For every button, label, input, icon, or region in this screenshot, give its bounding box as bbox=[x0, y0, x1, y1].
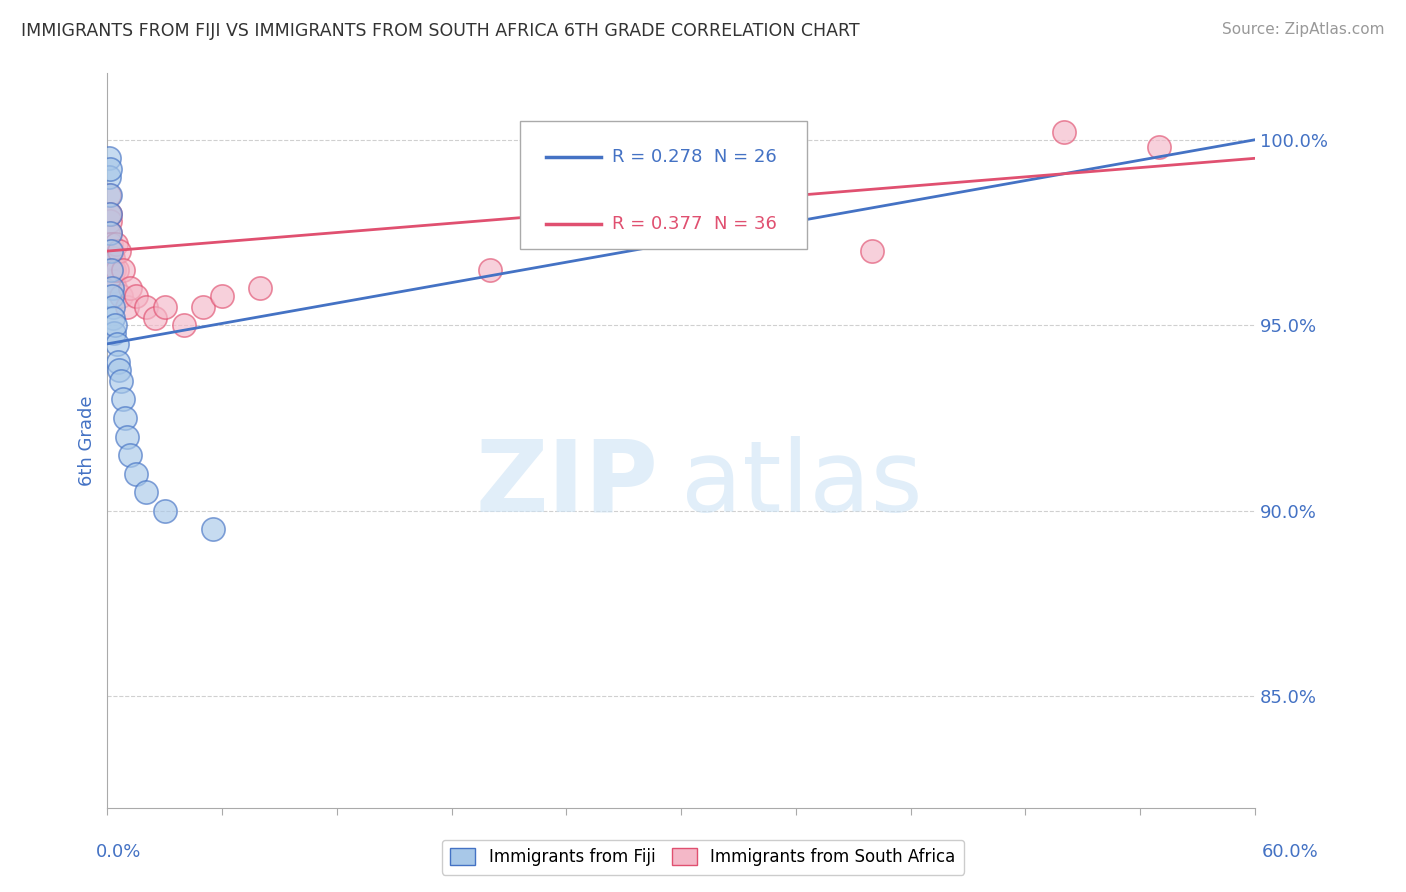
Point bbox=[97, 151, 120, 165]
Text: atlas: atlas bbox=[681, 436, 922, 533]
Point bbox=[101, 244, 124, 258]
Point bbox=[110, 288, 132, 302]
Point bbox=[125, 288, 148, 302]
Point bbox=[108, 363, 131, 377]
Point bbox=[97, 226, 120, 240]
Point bbox=[100, 207, 122, 221]
Point bbox=[135, 300, 157, 314]
Point bbox=[100, 226, 122, 240]
Point bbox=[100, 252, 122, 266]
Text: 60.0%: 60.0% bbox=[1263, 843, 1319, 861]
Point bbox=[201, 522, 224, 536]
Point bbox=[153, 504, 176, 518]
FancyBboxPatch shape bbox=[520, 120, 807, 249]
Point bbox=[104, 318, 127, 333]
Point bbox=[143, 310, 166, 325]
Point bbox=[120, 281, 142, 295]
Point bbox=[100, 262, 122, 277]
Point bbox=[100, 244, 122, 258]
Point bbox=[153, 300, 176, 314]
Text: ZIP: ZIP bbox=[475, 436, 658, 533]
Point bbox=[101, 310, 124, 325]
Point bbox=[101, 300, 124, 314]
Text: Source: ZipAtlas.com: Source: ZipAtlas.com bbox=[1222, 22, 1385, 37]
Point bbox=[115, 429, 138, 443]
Legend: Immigrants from Fiji, Immigrants from South Africa: Immigrants from Fiji, Immigrants from So… bbox=[441, 840, 965, 875]
Point bbox=[108, 244, 131, 258]
Point bbox=[104, 236, 127, 251]
Text: IMMIGRANTS FROM FIJI VS IMMIGRANTS FROM SOUTH AFRICA 6TH GRADE CORRELATION CHART: IMMIGRANTS FROM FIJI VS IMMIGRANTS FROM … bbox=[21, 22, 859, 40]
Point bbox=[101, 288, 124, 302]
Point bbox=[101, 274, 124, 288]
Point bbox=[114, 411, 136, 425]
Point bbox=[100, 281, 122, 295]
Point bbox=[97, 244, 120, 258]
Point bbox=[135, 485, 157, 500]
Text: R = 0.377  N = 36: R = 0.377 N = 36 bbox=[612, 215, 778, 233]
Point bbox=[98, 169, 121, 184]
Point bbox=[1147, 140, 1170, 154]
Point bbox=[104, 281, 127, 295]
Y-axis label: 6th Grade: 6th Grade bbox=[79, 395, 96, 485]
Point bbox=[105, 262, 128, 277]
Point bbox=[173, 318, 195, 333]
Point bbox=[98, 188, 121, 202]
Point bbox=[100, 262, 122, 277]
Point bbox=[191, 300, 214, 314]
Point bbox=[249, 281, 271, 295]
Point bbox=[98, 262, 121, 277]
Point bbox=[107, 355, 129, 369]
Point bbox=[103, 262, 125, 277]
Point bbox=[478, 262, 501, 277]
Point bbox=[98, 226, 121, 240]
Point bbox=[98, 207, 121, 221]
Point bbox=[211, 288, 233, 302]
Point bbox=[103, 326, 125, 340]
Text: R = 0.278  N = 26: R = 0.278 N = 26 bbox=[612, 148, 778, 167]
Point bbox=[100, 236, 122, 251]
Point bbox=[120, 448, 142, 462]
Point bbox=[111, 392, 134, 407]
Point bbox=[111, 262, 134, 277]
Point bbox=[1052, 125, 1074, 139]
Point bbox=[125, 467, 148, 481]
Text: 0.0%: 0.0% bbox=[96, 843, 141, 861]
Point bbox=[860, 244, 883, 258]
Point bbox=[97, 207, 120, 221]
Point bbox=[98, 188, 121, 202]
Point bbox=[115, 300, 138, 314]
Point bbox=[110, 374, 132, 388]
Point bbox=[98, 162, 121, 177]
Point bbox=[101, 252, 124, 266]
Point bbox=[105, 336, 128, 351]
Point bbox=[97, 236, 120, 251]
Point bbox=[98, 214, 121, 228]
